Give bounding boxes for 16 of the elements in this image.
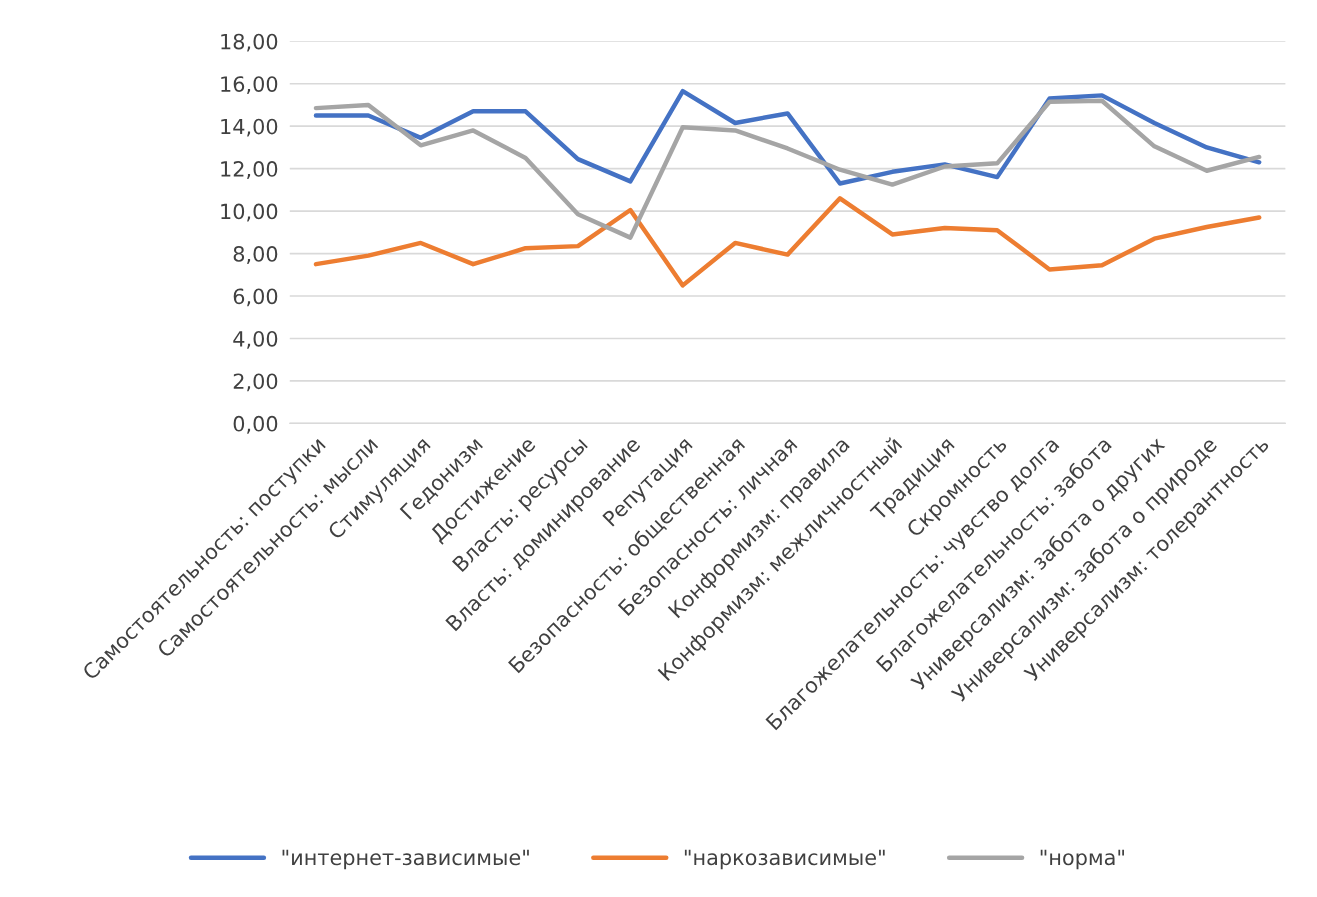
y-tick-label: 18,00 [221,33,278,52]
y-tick-label: 6,00 [233,288,278,307]
y-tick-label: 4,00 [233,330,278,349]
y-tick-label: 2,00 [233,373,278,392]
legend-label: "норма" [1040,849,1124,870]
legend-label: "интернет-зависимые" [282,849,529,870]
y-tick-label: 14,00 [221,118,278,137]
line-series [313,88,1262,186]
line-series [313,196,1262,288]
y-tick-label: 10,00 [221,203,278,222]
y-tick-label: 8,00 [233,246,278,264]
legend-label: "наркозависимые" [684,849,885,870]
y-tick-label: 16,00 [221,76,278,95]
y-tick-label: 12,00 [221,161,278,179]
y-tick-label: 0,00 [233,415,278,434]
line-series [313,98,1262,240]
